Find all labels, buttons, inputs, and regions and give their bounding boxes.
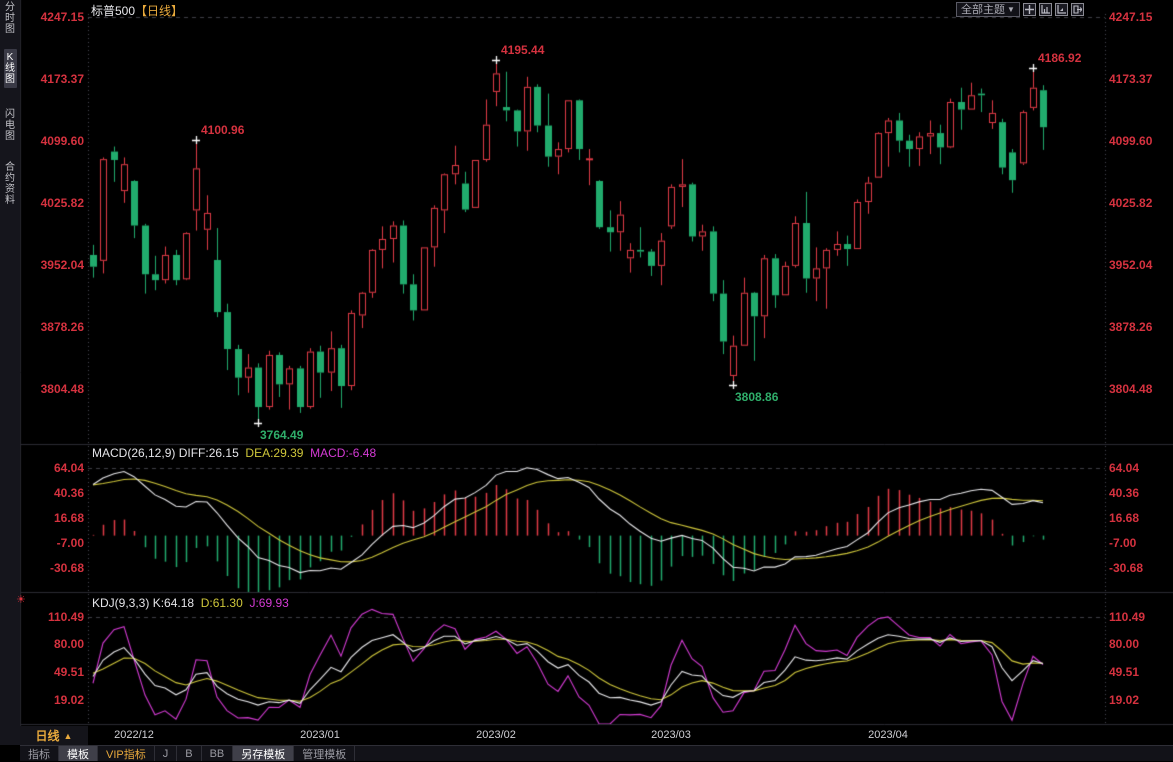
kdj-axis-label: 80.00	[1109, 637, 1140, 651]
chevron-down-icon: ▼	[1007, 4, 1015, 14]
kdj-axis-label: 19.02	[1109, 693, 1140, 707]
kdj-k-value: K:64.18	[152, 596, 195, 610]
price-axis-label: 4247.15	[40, 10, 84, 24]
price-axis-label: 4173.37	[40, 72, 84, 86]
price-axis-label: 3804.48	[1109, 382, 1153, 396]
price-annotation: 3808.86	[735, 390, 779, 405]
tab-save-template[interactable]: 另存模板	[233, 746, 295, 761]
macd-axis-label: 16.68	[1109, 511, 1140, 525]
price-axis-label: 3952.04	[40, 258, 84, 272]
price-annotation: 4195.44	[501, 43, 545, 58]
macd-dea-value: DEA:29.39	[245, 446, 304, 460]
crosshair-icon[interactable]	[1022, 2, 1036, 16]
price-axis-label: 4099.60	[40, 134, 84, 148]
kdj-name: KDJ(9,3,3)	[92, 596, 150, 610]
tab-template[interactable]: 模板	[59, 746, 98, 761]
kdj-axis-label: 49.51	[1109, 665, 1140, 679]
macd-axis-label: 40.36	[1109, 486, 1140, 500]
macd-axis-label: 16.68	[53, 511, 84, 525]
price-axis-label: 3952.04	[1109, 258, 1153, 272]
price-axis-label: 3878.26	[1109, 320, 1153, 334]
chart-left-axis-icon[interactable]	[1038, 2, 1052, 16]
macd-axis-label: 64.04	[1109, 461, 1140, 475]
macd-axis-label: -30.68	[1109, 561, 1144, 575]
red-sun-marker-icon[interactable]: ☀	[16, 594, 26, 606]
bottom-tab-bar: 指标 模板 VIP指标 J B BB 另存模板 管理模板	[20, 745, 1173, 761]
price-annotation: 4100.96	[201, 122, 245, 137]
price-axis-label: 3804.48	[40, 382, 84, 396]
kdj-axis-label: 110.49	[1109, 610, 1146, 624]
tab-vip-indicator[interactable]: VIP指标	[98, 746, 155, 761]
top-toolbar: 全部主题 ▼	[956, 1, 1084, 17]
kdj-j-value: J:69.93	[249, 596, 289, 610]
kdj-axis-label: 110.49	[47, 610, 84, 624]
price-axis-label: 4025.82	[1109, 196, 1153, 210]
sidebar-item-flash-chart[interactable]: 闪电图	[5, 109, 15, 142]
triangle-up-icon: ▲	[63, 730, 73, 741]
date-axis-label: 2023/04	[868, 729, 908, 741]
theme-dropdown[interactable]: 全部主题 ▼	[956, 1, 1020, 17]
theme-dropdown-label: 全部主题	[961, 4, 1005, 16]
kdj-header: KDJ(9,3,3) K:64.18 D:61.30 J:69.93	[92, 596, 289, 610]
sidebar-item-contract-info[interactable]: 合约资料	[5, 162, 15, 206]
macd-axis-label: -7.00	[56, 536, 84, 550]
left-sidebar: 分时图 K线图 闪电图 合约资料	[0, 0, 20, 745]
price-axis-label: 4173.37	[1109, 72, 1153, 86]
tab-j[interactable]: J	[155, 746, 178, 761]
period-name: 【日线】	[135, 4, 184, 18]
price-axis-label: 4099.60	[1109, 134, 1153, 148]
chart-title: 标普500【日线】	[91, 2, 183, 19]
tab-manage-template[interactable]: 管理模板	[294, 746, 356, 761]
macd-axis-label: -7.00	[1109, 536, 1137, 550]
price-axis-label: 4025.82	[40, 196, 84, 210]
macd-name: MACD(26,12,9)	[92, 446, 176, 460]
macd-axis-label: 64.04	[53, 461, 84, 475]
exit-panel-icon[interactable]	[1070, 2, 1084, 16]
date-axis-label: 2023/02	[476, 729, 516, 741]
macd-diff-value: DIFF:26.15	[178, 446, 239, 460]
kdj-axis-label: 80.00	[53, 637, 84, 651]
macd-axis-label: 40.36	[53, 486, 84, 500]
kdj-d-value: D:61.30	[200, 596, 243, 610]
price-annotation: 3764.49	[260, 427, 304, 442]
price-axis-label: 4247.15	[1109, 10, 1153, 24]
price-annotation: 4186.92	[1038, 50, 1082, 65]
kdj-axis-label: 19.02	[53, 693, 84, 707]
sidebar-item-kline-chart[interactable]: K线图	[3, 49, 17, 88]
date-axis-label: 2023/01	[300, 729, 340, 741]
tab-indicator[interactable]: 指标	[20, 746, 59, 761]
period-selector-label: 日线	[35, 729, 60, 743]
sidebar-item-timeline-chart[interactable]: 分时图	[5, 2, 15, 35]
symbol-name: 标普500	[91, 4, 136, 18]
kdj-axis-label: 49.51	[53, 665, 84, 679]
tab-b[interactable]: B	[177, 746, 202, 761]
price-axis-label: 3878.26	[40, 320, 84, 334]
chart-right-axis-icon[interactable]	[1054, 2, 1068, 16]
tab-bb[interactable]: BB	[202, 746, 234, 761]
macd-axis-label: -30.68	[49, 561, 84, 575]
macd-header: MACD(26,12,9) DIFF:26.15 DEA:29.39 MACD:…	[92, 446, 376, 460]
period-selector[interactable]: 日线 ▲	[20, 726, 88, 745]
macd-value: MACD:-6.48	[310, 446, 377, 460]
date-axis-label: 2023/03	[651, 729, 691, 741]
date-axis-label: 2022/12	[114, 729, 154, 741]
